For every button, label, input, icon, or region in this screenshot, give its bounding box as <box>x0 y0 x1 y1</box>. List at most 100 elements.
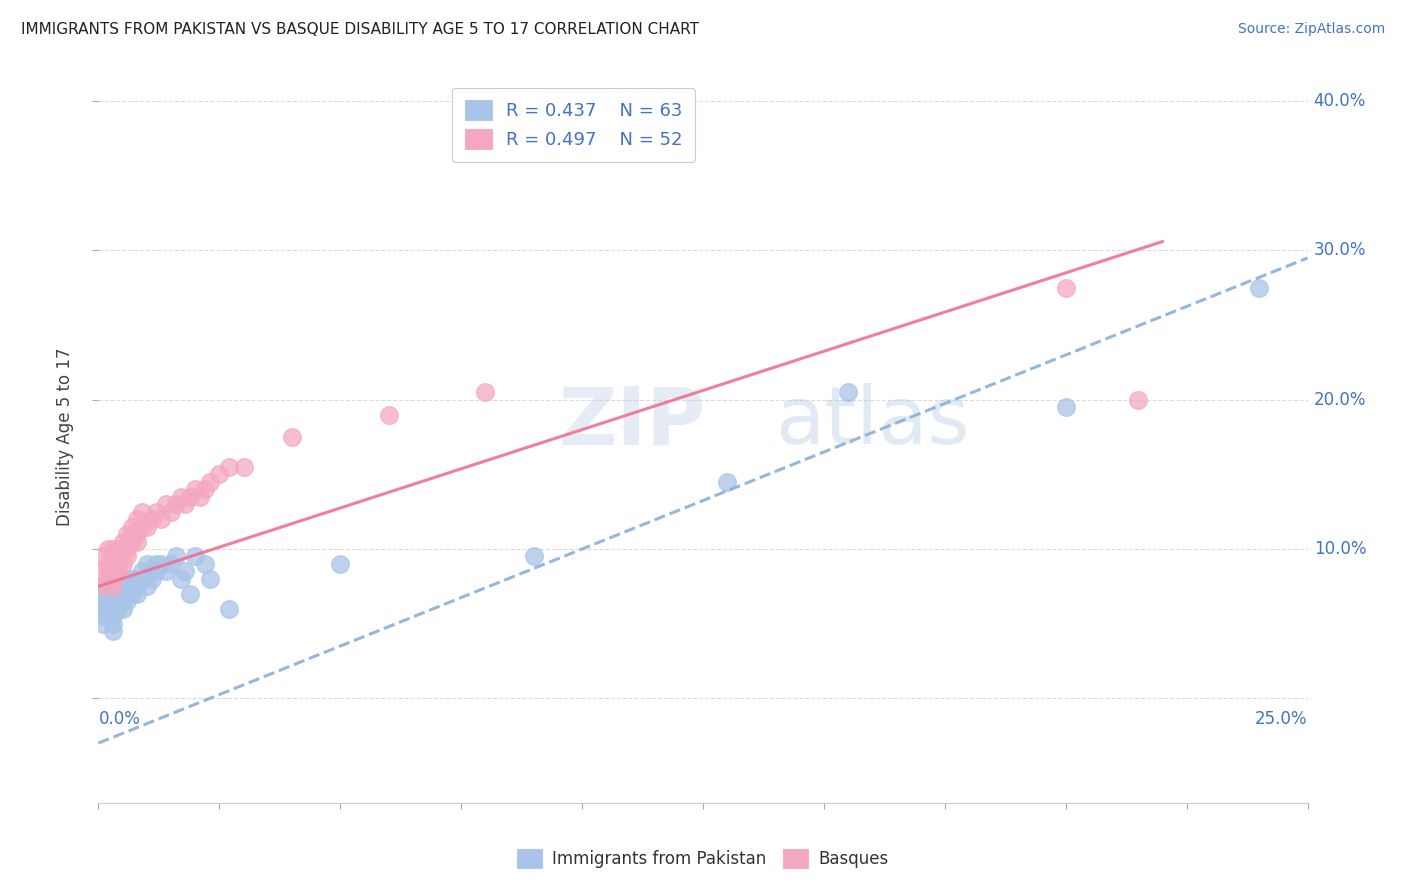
Point <box>131 505 153 519</box>
Y-axis label: Disability Age 5 to 17: Disability Age 5 to 17 <box>56 348 75 526</box>
Point <box>97 601 120 615</box>
Point <box>184 483 207 497</box>
Point <box>117 579 139 593</box>
Point <box>121 587 143 601</box>
Point <box>127 587 149 601</box>
Point <box>135 519 157 533</box>
Point <box>111 542 134 557</box>
Text: Source: ZipAtlas.com: Source: ZipAtlas.com <box>1237 22 1385 37</box>
Point <box>150 557 173 571</box>
Point <box>117 587 139 601</box>
Legend: Immigrants from Pakistan, Basques: Immigrants from Pakistan, Basques <box>510 843 896 875</box>
Point <box>91 579 114 593</box>
Point <box>169 490 191 504</box>
Text: IMMIGRANTS FROM PAKISTAN VS BASQUE DISABILITY AGE 5 TO 17 CORRELATION CHART: IMMIGRANTS FROM PAKISTAN VS BASQUE DISAB… <box>21 22 699 37</box>
Point <box>111 557 134 571</box>
Point <box>169 572 191 586</box>
Point <box>101 601 124 615</box>
Point <box>111 594 134 608</box>
Point <box>127 534 149 549</box>
Point <box>837 385 859 400</box>
Point <box>329 557 352 571</box>
Point <box>107 594 129 608</box>
Text: 0.0%: 0.0% <box>98 710 141 728</box>
Text: 25.0%: 25.0% <box>1256 710 1308 728</box>
Point <box>165 549 187 564</box>
Point <box>198 572 221 586</box>
Point <box>97 587 120 601</box>
Text: 10.0%: 10.0% <box>1313 540 1367 558</box>
Text: 20.0%: 20.0% <box>1313 391 1367 409</box>
Point <box>91 594 114 608</box>
Point <box>188 490 211 504</box>
Point <box>377 408 399 422</box>
Point <box>155 565 177 579</box>
Point <box>101 624 124 639</box>
Point <box>135 557 157 571</box>
Point <box>194 557 217 571</box>
Point <box>141 572 163 586</box>
Point <box>174 565 197 579</box>
Point <box>1249 281 1271 295</box>
Point <box>117 594 139 608</box>
Point <box>97 594 120 608</box>
Text: 30.0%: 30.0% <box>1313 242 1367 260</box>
Point <box>232 459 254 474</box>
Point <box>91 587 114 601</box>
Text: atlas: atlas <box>776 384 970 461</box>
Point <box>218 459 240 474</box>
Point <box>101 616 124 631</box>
Point <box>97 579 120 593</box>
Point <box>121 534 143 549</box>
Point <box>165 497 187 511</box>
Point <box>208 467 231 482</box>
Point <box>141 565 163 579</box>
Point <box>198 475 221 489</box>
Point <box>97 609 120 624</box>
Point <box>117 549 139 564</box>
Point <box>101 609 124 624</box>
Point <box>1054 401 1077 415</box>
Point <box>523 549 546 564</box>
Point <box>107 601 129 615</box>
Point <box>179 587 201 601</box>
Point <box>97 557 120 571</box>
Point <box>101 572 124 586</box>
Point <box>716 475 738 489</box>
Text: ZIP: ZIP <box>558 384 706 461</box>
Point <box>135 579 157 593</box>
Point <box>91 601 114 615</box>
Point <box>160 505 183 519</box>
Point <box>111 579 134 593</box>
Point <box>91 549 114 564</box>
Point <box>97 572 120 586</box>
Point <box>474 385 496 400</box>
Point <box>131 572 153 586</box>
Point <box>101 549 124 564</box>
Point <box>107 587 129 601</box>
Point <box>111 534 134 549</box>
Point <box>97 542 120 557</box>
Point <box>121 579 143 593</box>
Legend: R = 0.437    N = 63, R = 0.497    N = 52: R = 0.437 N = 63, R = 0.497 N = 52 <box>453 87 696 161</box>
Point <box>121 572 143 586</box>
Point <box>121 519 143 533</box>
Point <box>107 565 129 579</box>
Point <box>131 565 153 579</box>
Point <box>107 549 129 564</box>
Point <box>111 601 134 615</box>
Point <box>107 557 129 571</box>
Point <box>101 579 124 593</box>
Point <box>107 572 129 586</box>
Point <box>117 572 139 586</box>
Point <box>184 549 207 564</box>
Point <box>97 565 120 579</box>
Point <box>174 497 197 511</box>
Point <box>150 512 173 526</box>
Point <box>127 527 149 541</box>
Point <box>127 579 149 593</box>
Point <box>101 565 124 579</box>
Text: 40.0%: 40.0% <box>1313 92 1367 111</box>
Point <box>101 587 124 601</box>
Point <box>101 572 124 586</box>
